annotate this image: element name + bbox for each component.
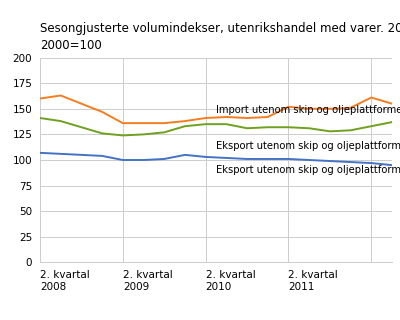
Text: Eksport utenom skip og oljeplattformer: Eksport utenom skip og oljeplattformer bbox=[216, 165, 400, 175]
Text: Eksport utenom skip og oljeplattformer, råolje og naturgass: Eksport utenom skip og oljeplattformer, … bbox=[216, 140, 400, 151]
Text: Import utenom skip og oljeplattformer: Import utenom skip og oljeplattformer bbox=[216, 105, 400, 115]
Text: Sesongjusterte volumindekser, utenrikshandel med varer. 2008-2011.
2000=100: Sesongjusterte volumindekser, utenriksha… bbox=[40, 22, 400, 52]
